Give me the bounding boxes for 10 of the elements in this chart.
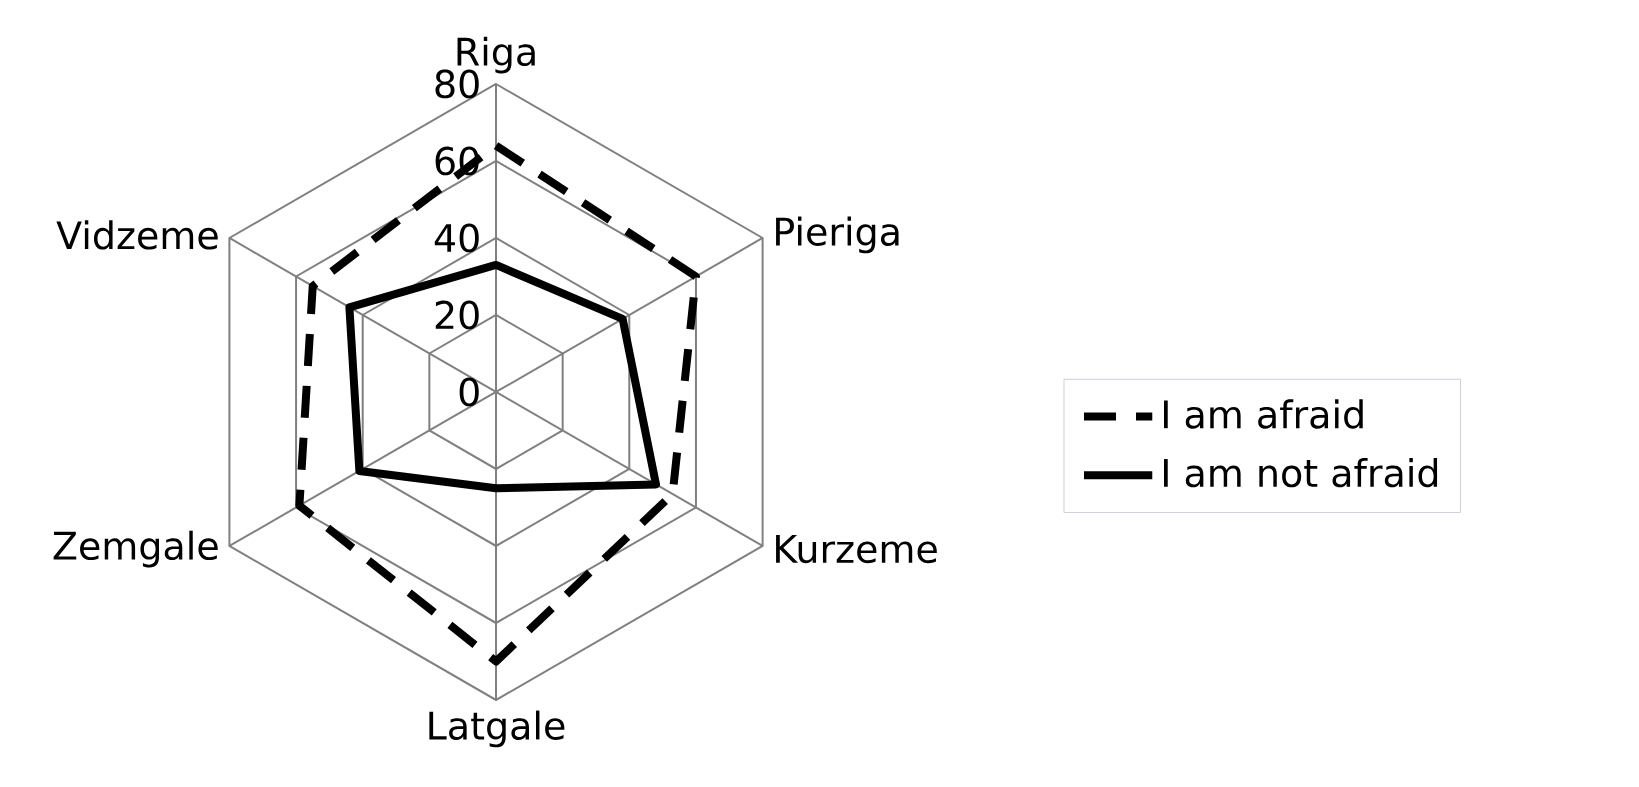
legend-label: I am afraid: [1164, 399, 1363, 429]
spoke-label: Kurzeme: [776, 534, 937, 564]
y-tick-label: 0: [459, 377, 479, 407]
spoke-label: Pieriga: [776, 216, 899, 254]
y-tick-label: 40: [434, 223, 479, 253]
legend-label: I am not afraid: [1164, 457, 1438, 488]
spoke-label: Zemgale: [53, 530, 218, 568]
spoke-label: Vidzeme: [56, 220, 218, 250]
y-tick-label: 20: [435, 300, 479, 330]
spoke-label: Latgale: [429, 710, 565, 748]
